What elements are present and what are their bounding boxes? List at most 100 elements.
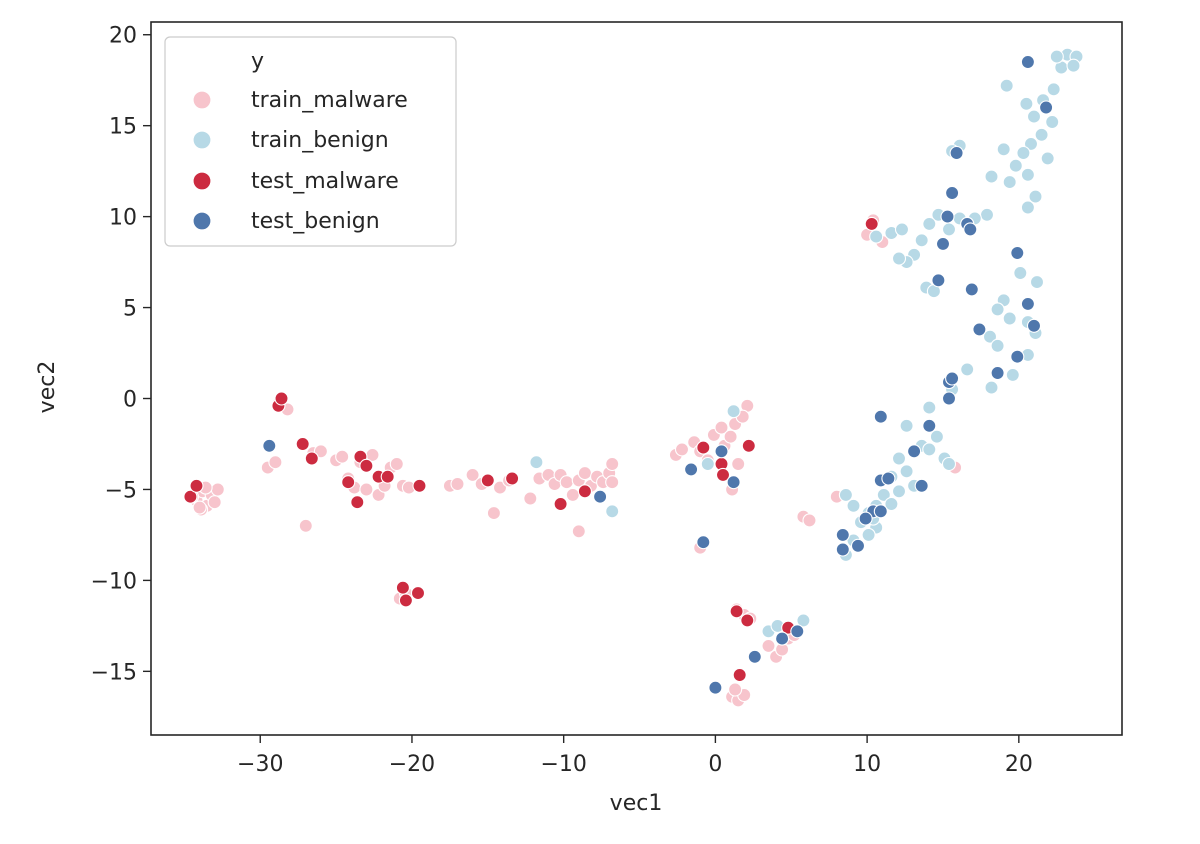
point-train-malware xyxy=(802,513,817,528)
point-test-malware xyxy=(410,586,426,601)
point-train-benign xyxy=(876,487,891,502)
point-test-benign xyxy=(684,462,699,477)
point-train-benign xyxy=(1046,82,1061,97)
point-train-benign xyxy=(899,418,914,433)
point-train-benign xyxy=(884,496,899,512)
point-test-benign xyxy=(714,444,729,459)
point-train-benign xyxy=(891,451,907,466)
y-tick-label: −10 xyxy=(91,569,137,594)
point-test-benign xyxy=(1020,296,1035,311)
legend-marker-test-malware xyxy=(192,171,212,191)
point-train-benign xyxy=(1002,175,1017,190)
y-tick-label: 0 xyxy=(123,388,137,413)
point-train-benign xyxy=(846,498,861,513)
point-test-benign xyxy=(835,542,850,557)
point-test-benign xyxy=(835,527,850,542)
y-tick-label: −15 xyxy=(91,660,137,685)
point-train-malware xyxy=(192,500,207,515)
point-train-malware xyxy=(359,482,374,497)
point-test-benign xyxy=(940,209,955,224)
point-train-malware xyxy=(335,449,350,464)
point-train-malware xyxy=(389,456,404,472)
point-train-malware xyxy=(465,467,480,482)
point-test-malware xyxy=(359,458,374,473)
point-test-malware xyxy=(295,436,310,452)
legend-label-train-malware: train_malware xyxy=(251,88,408,113)
point-test-benign xyxy=(963,222,978,237)
point-train-benign xyxy=(1029,275,1045,290)
point-train-benign xyxy=(796,613,811,628)
point-train-benign xyxy=(894,222,910,237)
point-train-benign xyxy=(869,229,884,244)
point-train-benign xyxy=(996,142,1011,157)
point-test-benign xyxy=(873,504,888,519)
y-tick-label: 15 xyxy=(109,115,137,140)
point-test-benign xyxy=(850,538,866,553)
point-train-benign xyxy=(1023,136,1039,151)
point-train-benign xyxy=(529,455,544,470)
legend: y train_malware train_benign test_malwar… xyxy=(164,36,457,247)
point-test-benign xyxy=(790,624,805,639)
point-train-benign xyxy=(999,78,1014,93)
point-test-benign xyxy=(907,444,922,459)
point-test-benign xyxy=(747,649,762,664)
point-test-benign xyxy=(990,365,1005,381)
point-test-malware xyxy=(505,471,520,486)
point-train-benign xyxy=(1034,127,1049,142)
x-tick-label: −20 xyxy=(389,752,435,777)
point-test-malware xyxy=(350,495,365,510)
point-test-malware xyxy=(715,467,731,482)
point-train-benign xyxy=(1066,58,1081,73)
point-train-malware xyxy=(674,442,690,457)
point-test-benign xyxy=(1020,54,1035,70)
legend-label-train-benign: train_benign xyxy=(251,128,389,153)
y-tick-label: −5 xyxy=(105,478,137,503)
point-test-malware xyxy=(577,484,592,499)
point-test-benign xyxy=(964,282,979,297)
point-train-benign xyxy=(891,251,907,266)
point-train-benign xyxy=(1049,49,1064,64)
point-test-malware xyxy=(395,580,410,595)
point-train-benign xyxy=(1020,167,1035,182)
point-train-malware xyxy=(571,524,586,539)
point-test-benign xyxy=(873,409,888,424)
point-train-benign xyxy=(922,442,937,457)
point-train-benign xyxy=(899,464,914,479)
point-test-malware xyxy=(729,604,744,619)
point-test-benign xyxy=(1010,245,1025,261)
point-train-malware xyxy=(723,429,738,444)
y-tick-label: 10 xyxy=(109,206,137,231)
point-test-malware xyxy=(553,496,568,512)
point-train-benign xyxy=(838,487,853,502)
legend-label-test-malware: test_malware xyxy=(251,169,399,194)
point-test-benign xyxy=(775,631,790,646)
point-test-benign xyxy=(935,236,951,251)
point-train-benign xyxy=(1013,265,1028,281)
point-test-malware xyxy=(696,440,711,455)
point-train-benign xyxy=(914,233,929,248)
point-train-benign xyxy=(1028,189,1043,204)
point-test-malware xyxy=(398,593,413,608)
point-test-benign xyxy=(922,418,937,433)
point-train-malware xyxy=(492,480,508,495)
point-test-benign xyxy=(914,478,929,493)
point-test-malware xyxy=(183,489,198,504)
x-axis: −30 −20 −10 0 10 20 xyxy=(237,735,1033,777)
point-train-malware xyxy=(486,506,501,521)
point-train-benign xyxy=(922,216,937,231)
point-test-benign xyxy=(1039,100,1054,115)
point-train-malware xyxy=(761,638,776,653)
point-train-benign xyxy=(700,456,715,472)
point-test-benign xyxy=(881,471,896,486)
x-tick-label: −10 xyxy=(540,752,586,777)
point-train-benign xyxy=(990,338,1005,353)
x-tick-label: 0 xyxy=(708,752,722,777)
point-test-malware xyxy=(189,478,204,493)
point-train-malware xyxy=(605,475,620,490)
point-train-benign xyxy=(984,380,999,395)
point-test-malware xyxy=(740,613,755,628)
x-tick-label: −30 xyxy=(237,752,283,777)
point-train-malware xyxy=(577,466,592,481)
y-tick-label: 5 xyxy=(123,297,137,322)
